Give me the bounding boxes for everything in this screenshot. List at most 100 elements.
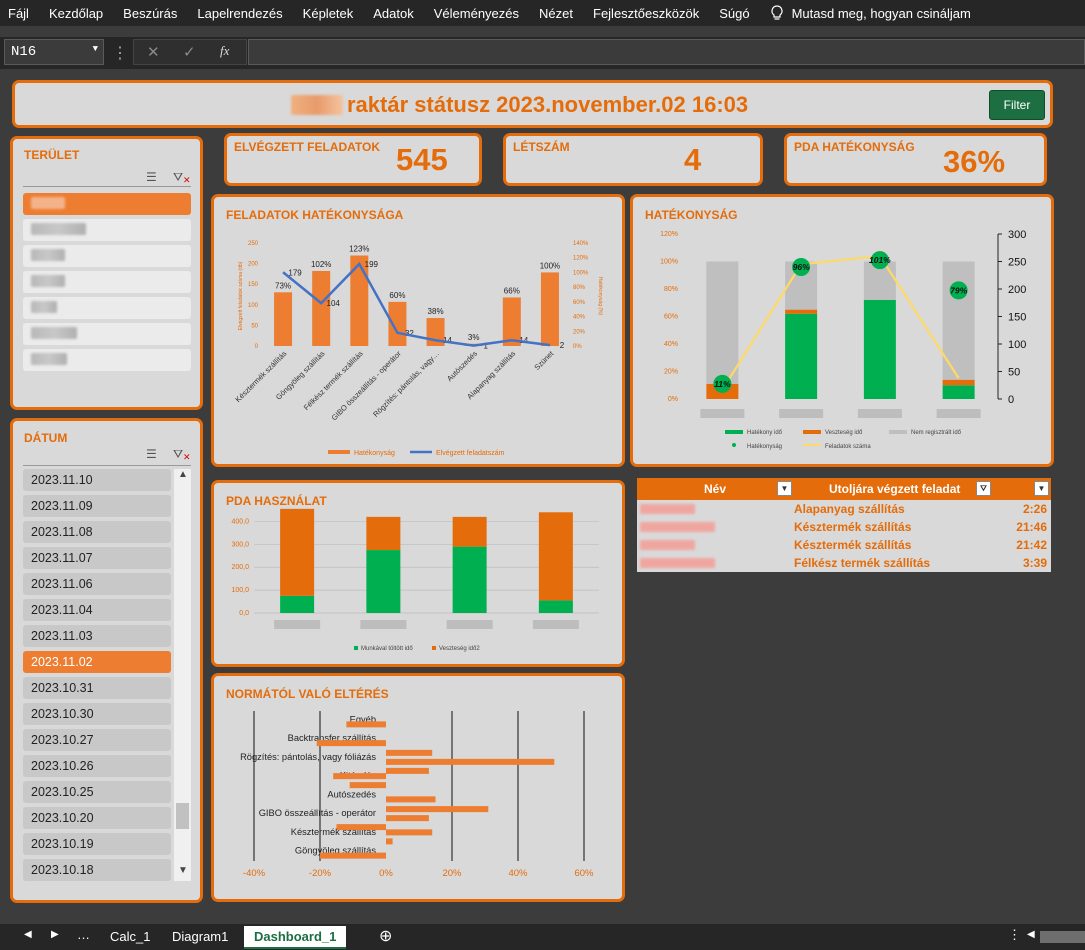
task-cell: Félkész termék szállítás — [794, 556, 931, 570]
more-sheets[interactable]: … — [77, 927, 90, 942]
bar — [386, 796, 436, 803]
slicer-item[interactable] — [23, 193, 191, 215]
slicer-item[interactable] — [23, 271, 191, 293]
date-item[interactable]: 2023.10.19 — [23, 833, 171, 855]
header-title: raktár státusz 2023.november.02 16:03 — [347, 92, 749, 117]
tab-calc-1[interactable]: Calc_1 — [110, 929, 151, 944]
menu-data[interactable]: Adatok — [373, 5, 414, 21]
stacked-bar-segment — [942, 385, 975, 399]
scroll-down-icon[interactable]: ▼ — [178, 865, 188, 876]
menu-file[interactable]: Fájl — [8, 5, 29, 21]
date-item[interactable]: 2023.11.02 — [23, 651, 171, 673]
slicer-divider — [23, 465, 191, 466]
formula-input[interactable] — [248, 39, 1085, 65]
filter-active-icon[interactable]: ⛛ — [976, 481, 991, 496]
more-icon[interactable]: ⋮ — [1008, 927, 1021, 942]
clear-filter-icon[interactable]: ⛛ — [173, 447, 184, 461]
formula-buttons: ✕ ✓ fx — [133, 39, 247, 65]
menu-developer[interactable]: Fejlesztőeszközök — [593, 5, 700, 21]
slicer-item[interactable] — [23, 219, 191, 241]
x-tick-label: Szünet — [532, 348, 556, 372]
menu-help[interactable]: Súgó — [719, 5, 750, 21]
slicer-item[interactable] — [23, 297, 191, 319]
formula-bar: N16 ▼ ⋮ ✕ ✓ fx — [0, 37, 1085, 69]
table-header: Név ▼ Utoljára végzett feladat ⛛ ▼ — [637, 478, 1051, 500]
menu-home[interactable]: Kezdőlap — [48, 5, 104, 21]
menu-review[interactable]: Véleményezés — [433, 5, 520, 21]
date-item[interactable]: 2023.10.31 — [23, 677, 171, 699]
table-row[interactable]: Késztermék szállítás 21:46 — [637, 518, 1051, 536]
date-item[interactable]: 2023.11.06 — [23, 573, 171, 595]
y-tick-label: Backtransfer szállítás — [288, 733, 377, 743]
add-sheet-icon[interactable]: ⊕ — [379, 928, 393, 945]
col-header-nev: Név — [704, 482, 727, 496]
x-tick-label: -40% — [243, 868, 266, 879]
filter-dropdown-icon[interactable]: ▼ — [777, 481, 792, 496]
multi-select-icon[interactable]: ☰ — [146, 170, 157, 184]
horizontal-scrollbar[interactable] — [1040, 931, 1085, 943]
date-item[interactable]: 2023.10.27 — [23, 729, 171, 751]
date-item[interactable]: 2023.11.08 — [23, 521, 171, 543]
x-tick-label: 0% — [379, 868, 393, 879]
tell-me[interactable]: Mutasd meg, hogyan csináljam — [770, 5, 991, 21]
bar — [386, 767, 429, 774]
date-item[interactable]: 2023.10.18 — [23, 859, 171, 881]
date-item[interactable]: 2023.11.04 — [23, 599, 171, 621]
menu-view[interactable]: Nézet — [539, 5, 573, 21]
date-item[interactable]: 2023.11.10 — [23, 469, 171, 491]
legend-label: Hatékonyság — [747, 444, 782, 450]
multi-select-icon[interactable]: ☰ — [146, 447, 157, 461]
bar — [336, 824, 386, 831]
y-tick-label: 200,0 — [231, 564, 249, 571]
menu-insert[interactable]: Beszúrás — [123, 5, 178, 21]
stacked-bar-segment — [366, 550, 401, 613]
hscroll-left-icon[interactable]: ◀ — [1027, 929, 1035, 940]
scrollbar[interactable]: ▲ ▼ — [174, 469, 191, 881]
slicer-item[interactable] — [23, 323, 191, 345]
next-sheet-icon[interactable]: ▶ — [51, 929, 59, 940]
kpi-elvegzett: ELVÉGZETT FELADATOK 545 — [224, 133, 482, 186]
name-box[interactable]: N16 ▼ — [4, 39, 104, 65]
date-item[interactable]: 2023.11.03 — [23, 625, 171, 647]
table-row[interactable]: Késztermék szállítás 21:42 — [637, 536, 1051, 554]
tab-diagram1[interactable]: Diagram1 — [172, 929, 229, 944]
menu-formulas[interactable]: Képletek — [302, 5, 354, 21]
filter-button[interactable]: Filter — [989, 90, 1045, 120]
y-tick-label: 50 — [251, 323, 258, 329]
y2-tick-label: 0% — [573, 344, 582, 350]
bar — [320, 852, 386, 859]
date-item[interactable]: 2023.11.07 — [23, 547, 171, 569]
data-label: 79% — [950, 285, 967, 295]
scroll-thumb[interactable] — [176, 803, 189, 829]
y2-tick-label: 300 — [1008, 229, 1026, 241]
x-tick-label: GIBO összeállítás - operátor — [330, 349, 404, 423]
table-row[interactable]: Félkész termék szállítás 3:39 — [637, 554, 1051, 572]
y2-tick-label: 100 — [1008, 339, 1026, 351]
slicer-item[interactable] — [23, 245, 191, 267]
cancel-icon[interactable]: ✕ — [147, 44, 160, 61]
clear-filter-x: ✕ — [183, 452, 191, 462]
date-item[interactable]: 2023.10.25 — [23, 781, 171, 803]
date-item[interactable]: 2023.11.09 — [23, 495, 171, 517]
date-item[interactable]: 2023.10.26 — [23, 755, 171, 777]
clear-filter-icon[interactable]: ⛛ — [173, 170, 184, 184]
blurred-name — [640, 522, 715, 532]
line-data-label: 179 — [288, 268, 302, 277]
date-item[interactable]: 2023.10.20 — [23, 807, 171, 829]
function-icon[interactable]: fx — [220, 43, 230, 58]
slicer-item[interactable] — [23, 349, 191, 371]
table-row[interactable]: Alapanyag szállítás 2:26 — [637, 500, 1051, 518]
header-panel: raktár státusz 2023.november.02 16:03 Fi… — [12, 80, 1053, 128]
prev-sheet-icon[interactable]: ◀ — [24, 929, 32, 940]
datum-slicer: DÁTUM ☰ ⛛ ✕ 2023.11.10 2023.11.09 2023.11.… — [10, 418, 203, 903]
menu-page-layout[interactable]: Lapelrendezés — [197, 5, 283, 21]
scatter-point — [713, 374, 732, 393]
y-tick-label: 40% — [664, 341, 678, 348]
chevron-down-icon[interactable]: ▼ — [92, 44, 98, 54]
y-tick-label: Egyéb — [350, 714, 376, 724]
tab-dashboard-1[interactable]: Dashboard_1 — [244, 926, 347, 949]
scroll-up-icon[interactable]: ▲ — [178, 469, 188, 480]
enter-icon[interactable]: ✓ — [183, 44, 196, 61]
filter-dropdown-icon[interactable]: ▼ — [1034, 481, 1049, 496]
date-item[interactable]: 2023.10.30 — [23, 703, 171, 725]
